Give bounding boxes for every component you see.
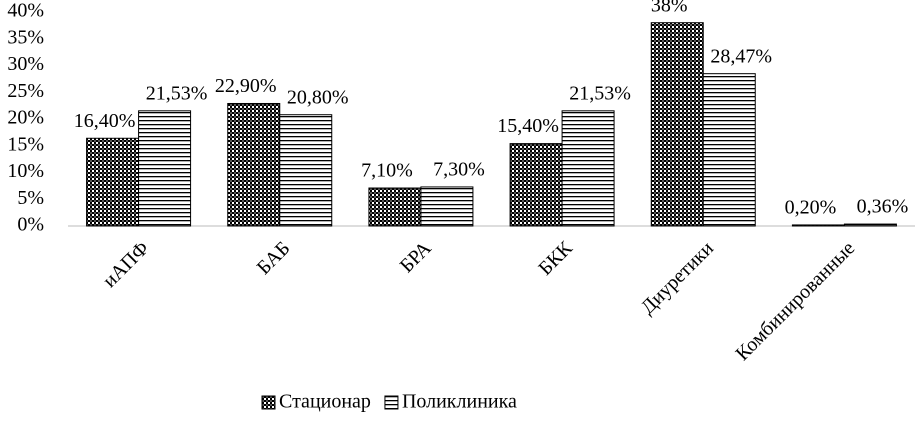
x-tick-label: БКК: [534, 237, 577, 280]
value-label: 7,10%: [361, 160, 413, 182]
y-tick-label: 35%: [7, 26, 44, 48]
bar: [650, 22, 704, 227]
y-tick-label: 30%: [7, 53, 44, 75]
bar: [368, 187, 422, 227]
bar: [420, 186, 474, 227]
value-label: 7,30%: [433, 159, 485, 181]
bar: [702, 73, 756, 227]
x-tick-label: иАПФ: [99, 237, 154, 292]
bar: [138, 110, 192, 227]
y-tick-label: 20%: [7, 107, 44, 129]
bar: [561, 110, 615, 227]
bar: [843, 223, 897, 227]
x-tick-label: БРА: [396, 237, 436, 277]
value-label: 20,80%: [287, 86, 349, 108]
value-label: 16,40%: [74, 110, 136, 132]
y-tick-label: 0%: [17, 214, 44, 236]
value-label: 28,47%: [710, 45, 772, 67]
bar: [86, 137, 140, 227]
y-tick-label: 15%: [7, 133, 44, 155]
value-label: 21,53%: [569, 82, 631, 104]
x-tick-label: Диуретики: [637, 237, 719, 319]
bar: [279, 114, 333, 227]
y-tick-label: 10%: [7, 160, 44, 182]
value-label: 21,53%: [146, 82, 208, 104]
bar: [509, 143, 563, 227]
bar: [791, 224, 845, 227]
y-tick-label: 5%: [17, 187, 44, 209]
legend-label: Стационар: [279, 391, 371, 413]
value-label: 0,20%: [785, 197, 837, 219]
x-tick-label: Комбинированные: [731, 237, 859, 365]
bar: [227, 102, 281, 227]
legend-label: Поликлиника: [402, 391, 517, 413]
legend-swatch: [261, 395, 276, 410]
x-tick-label: БАБ: [253, 237, 295, 279]
y-tick-label: 25%: [7, 80, 44, 102]
value-label: 15,40%: [497, 115, 559, 137]
y-tick-label: 40%: [7, 0, 44, 22]
value-label: 22,90%: [215, 75, 277, 97]
value-label: 38%: [651, 0, 688, 16]
value-label: 0,36%: [857, 196, 909, 218]
legend-swatch: [384, 395, 399, 410]
